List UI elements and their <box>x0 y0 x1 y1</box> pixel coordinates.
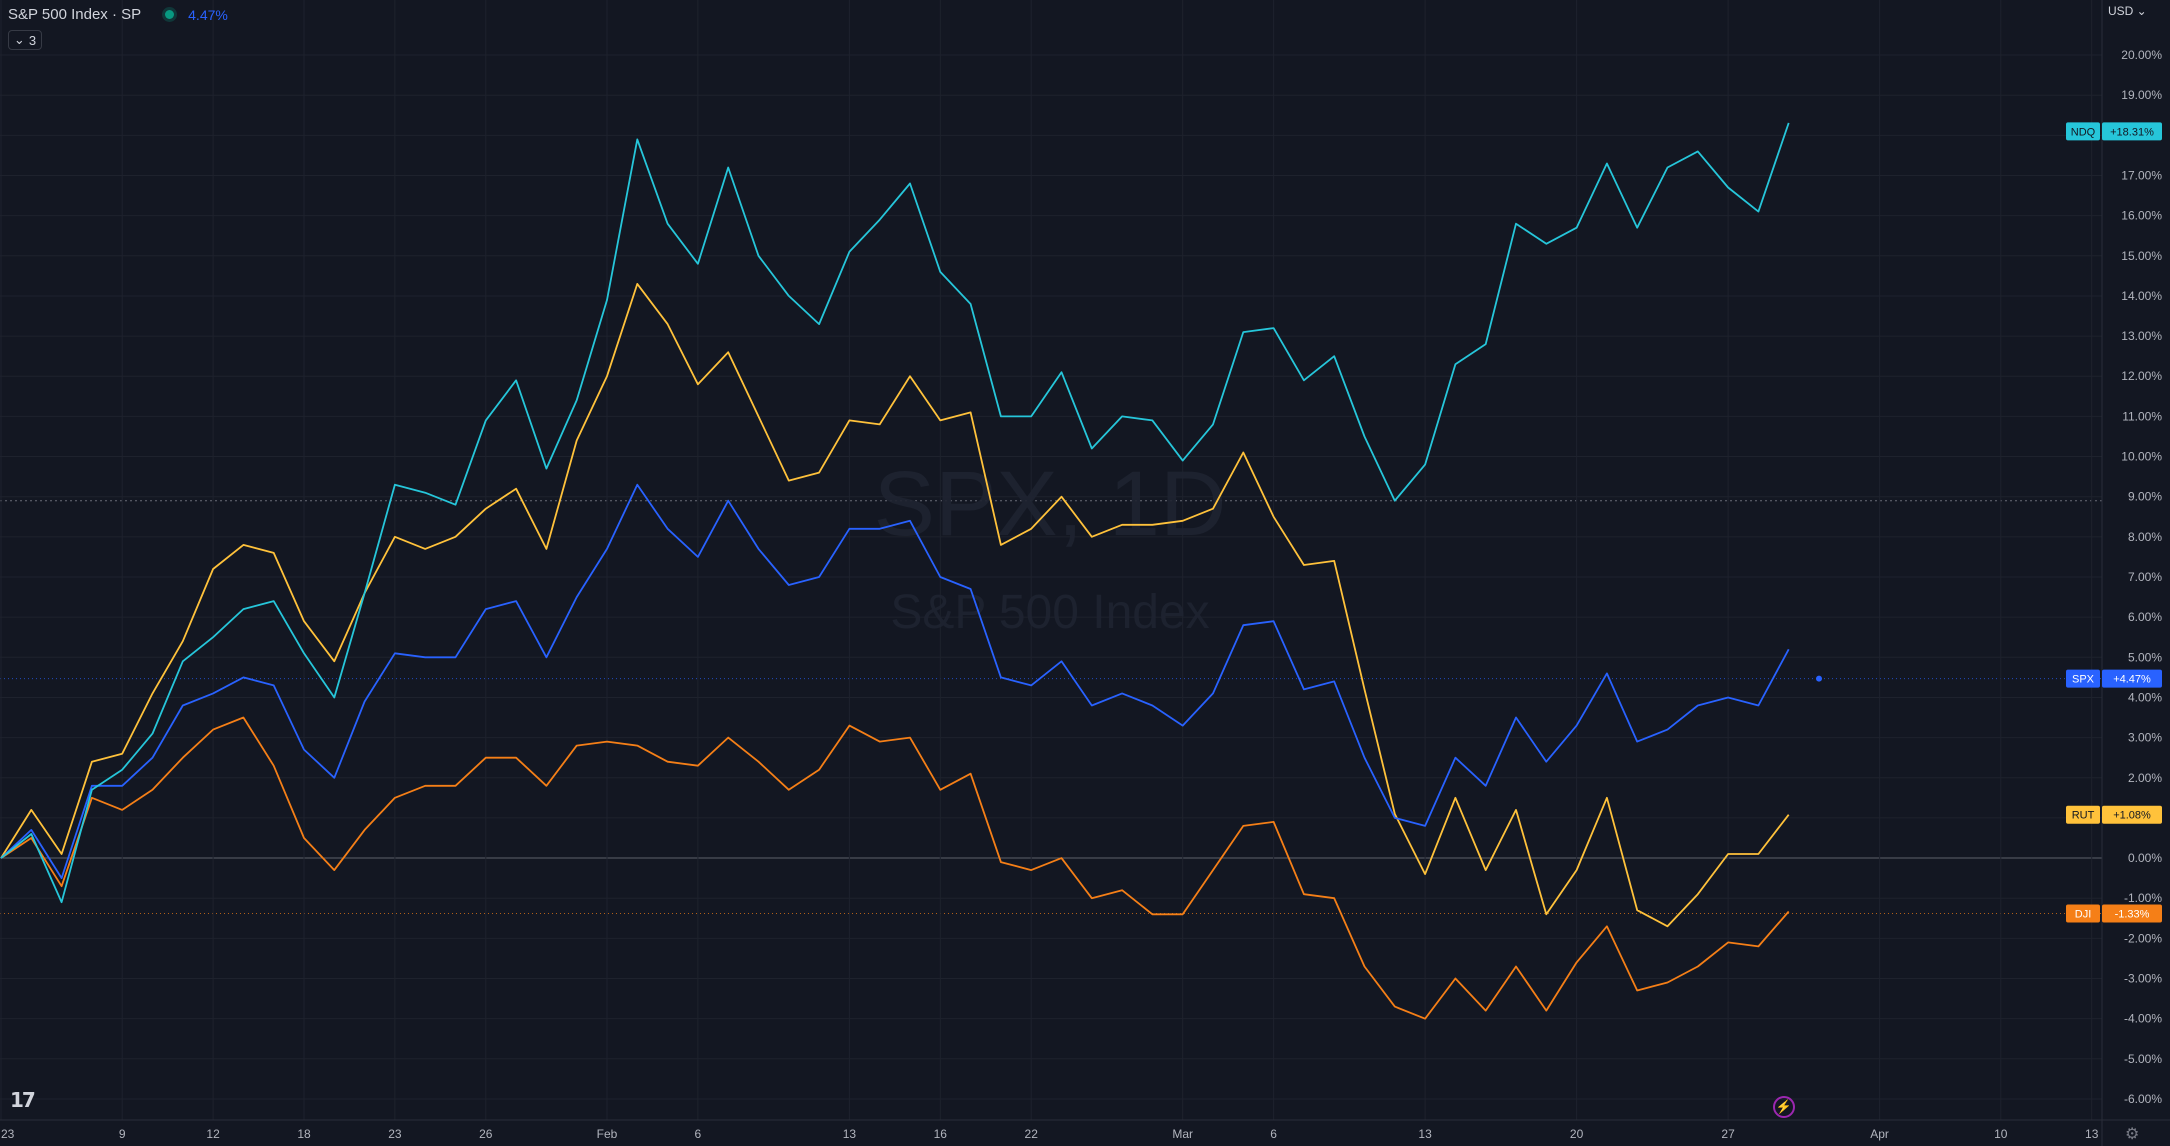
currency-selector[interactable]: USD ⌄ <box>2108 4 2147 18</box>
x-tick-label: Feb <box>597 1127 618 1141</box>
currency-label: USD <box>2108 4 2134 18</box>
y-tick-label: -4.00% <box>2124 1012 2162 1026</box>
chevron-down-icon: ⌄ <box>2133 4 2147 18</box>
x-tick-label: 26 <box>479 1127 493 1141</box>
y-tick-label: 3.00% <box>2128 731 2162 745</box>
spx-last-dot <box>1816 675 1822 682</box>
marker-name-text: RUT <box>2072 810 2095 822</box>
watermark-line1: SPX, 1D <box>874 453 1227 555</box>
x-tick-label: 13 <box>2085 1127 2099 1141</box>
gear-icon[interactable]: ⚙ <box>2125 1126 2140 1143</box>
x-tick-label: 12 <box>206 1127 220 1141</box>
x-tick-label: 9 <box>119 1127 126 1141</box>
y-tick-label: 20.00% <box>2121 48 2162 62</box>
marker-value-box <box>2102 122 2162 141</box>
y-tick-label: 12.00% <box>2121 369 2162 383</box>
marker-layer: NDQ +18.31% SPX +4.47% RUT +1.08% DJI -1.33% <box>2066 122 2162 923</box>
marker-name-box <box>2066 805 2100 824</box>
y-tick-label: -5.00% <box>2124 1052 2162 1066</box>
y-tick-label: 8.00% <box>2128 530 2162 544</box>
series-line-rut[interactable] <box>0 282 1790 928</box>
x-tick-label: 23 <box>1 1127 15 1141</box>
x-tick-label: 13 <box>1418 1127 1432 1141</box>
x-tick-label: Apr <box>1870 1127 1889 1141</box>
y-tick-label: 5.00% <box>2128 650 2162 664</box>
change-value: 4.47% <box>188 6 228 23</box>
y-tick-label: 15.00% <box>2121 249 2162 263</box>
x-tick-label: 22 <box>1025 1127 1039 1141</box>
marker-name-text: NDQ <box>2071 126 2096 138</box>
marker-name-box <box>2066 122 2100 141</box>
marker-value-text: +18.31% <box>2110 126 2154 138</box>
x-tick-label: 6 <box>695 1127 702 1141</box>
y-tick-label: 9.00% <box>2128 490 2162 504</box>
y-tick-label: -3.00% <box>2124 972 2162 986</box>
y-tick-label: 19.00% <box>2121 88 2162 102</box>
indicators-toggle-button[interactable]: ⌄ 3 <box>8 30 42 50</box>
x-tick-label: 18 <box>297 1127 311 1141</box>
y-tick-label: 0.00% <box>2128 851 2162 865</box>
series-line-spx[interactable] <box>0 483 1790 879</box>
marker-value-text: +4.47% <box>2113 674 2151 686</box>
symbol-title[interactable]: S&P 500 Index · SP <box>8 6 142 23</box>
y-tick-label: -6.00% <box>2124 1092 2162 1106</box>
y-tick-label: 10.00% <box>2121 450 2162 464</box>
last-value-marker-ndq[interactable]: NDQ +18.31% <box>2066 122 2162 141</box>
y-tick-label: 4.00% <box>2128 690 2162 704</box>
y-tick-label: -2.00% <box>2124 931 2162 945</box>
last-value-marker-spx[interactable]: SPX +4.47% <box>2066 669 2162 688</box>
series-line-ndq[interactable] <box>0 122 1790 904</box>
marker-value-text: -1.33% <box>2115 908 2150 920</box>
y-tick-label: 6.00% <box>2128 610 2162 624</box>
y-tick-label: 17.00% <box>2121 168 2162 182</box>
watermark-line2: S&P 500 Index <box>890 586 1209 639</box>
x-tick-label: 10 <box>1994 1127 2008 1141</box>
x-tick-label: 13 <box>843 1127 857 1141</box>
grid-layer <box>0 0 2102 1120</box>
marker-name-box <box>2066 904 2100 923</box>
y-tick-label: 2.00% <box>2128 771 2162 785</box>
marker-value-box <box>2102 805 2162 824</box>
lightning-icon[interactable]: ⚡ <box>1773 1096 1795 1118</box>
y-tick-label: 13.00% <box>2121 329 2162 343</box>
x-tick-label: Mar <box>1172 1127 1193 1141</box>
y-tick-label: 14.00% <box>2121 289 2162 303</box>
x-tick-label: 23 <box>388 1127 402 1141</box>
marker-name-text: SPX <box>2072 674 2095 686</box>
y-tick-label: 7.00% <box>2128 570 2162 584</box>
symbol-legend[interactable]: S&P 500 Index · SP 4.47% <box>8 6 228 23</box>
market-status-dot <box>165 10 175 19</box>
x-tick-label: 20 <box>1570 1127 1584 1141</box>
series-line-dji[interactable] <box>0 716 1790 1020</box>
last-value-marker-rut[interactable]: RUT +1.08% <box>2066 805 2162 824</box>
indicators-count: 3 <box>28 32 37 48</box>
tradingview-logo[interactable]: 17 <box>10 1088 36 1112</box>
series-layer <box>0 122 1822 1020</box>
marker-name-box <box>2066 669 2100 688</box>
y-tick-label: -1.00% <box>2124 891 2162 905</box>
x-tick-label: 16 <box>934 1127 948 1141</box>
marker-value-box <box>2102 904 2162 923</box>
y-tick-label: 11.00% <box>2122 409 2162 423</box>
x-tick-label: 6 <box>1270 1127 1277 1141</box>
x-tick-label: 27 <box>1721 1127 1735 1141</box>
y-tick-label: 16.00% <box>2121 209 2162 223</box>
marker-value-text: +1.08% <box>2113 810 2151 822</box>
marker-value-box <box>2102 669 2162 688</box>
marker-name-text: DJI <box>2075 908 2092 920</box>
chevron-down-icon: ⌄ <box>13 32 25 47</box>
last-value-marker-dji[interactable]: DJI -1.33% <box>2066 904 2162 923</box>
watermark: SPX, 1D S&P 500 Index <box>874 453 1227 639</box>
